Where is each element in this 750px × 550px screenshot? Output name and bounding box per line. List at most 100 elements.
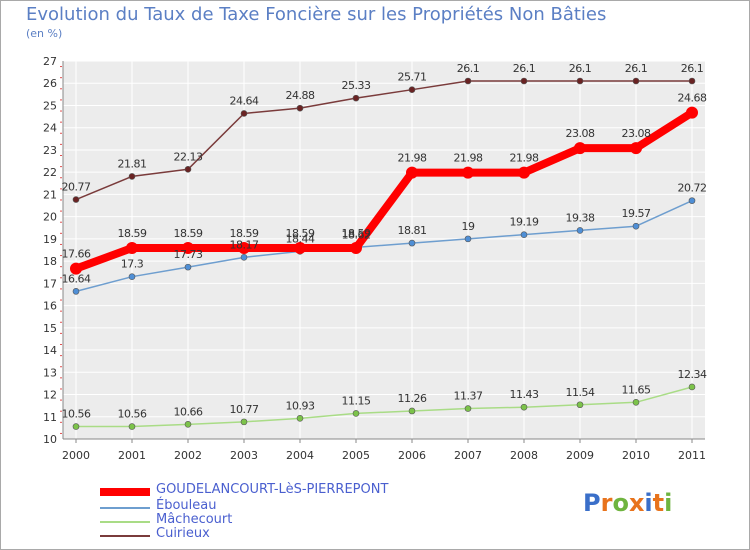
x-tick-label: 2006 — [398, 449, 426, 462]
legend-label-ebouleau: Ébouleau — [156, 498, 217, 513]
legend-label-cuirieux: Cuirieux — [156, 526, 210, 541]
data-point — [406, 166, 418, 179]
y-tick-label: 15 — [43, 322, 57, 335]
data-label: 18.59 — [174, 227, 203, 240]
y-tick-label: 14 — [43, 344, 57, 357]
data-label: 11.43 — [510, 388, 539, 401]
data-label: 12.34 — [678, 368, 707, 381]
data-label: 11.54 — [566, 386, 595, 399]
data-point — [296, 104, 304, 112]
y-tick-label: 12 — [43, 389, 57, 402]
series-line — [76, 386, 693, 428]
data-point — [184, 421, 192, 428]
data-point — [630, 142, 642, 155]
data-point — [576, 401, 584, 409]
logo-letter: x — [628, 489, 645, 517]
data-label: 18.44 — [286, 232, 315, 245]
data-label: 18.17 — [230, 238, 259, 251]
data-point — [632, 222, 640, 230]
x-tick-label: 2011 — [678, 449, 706, 462]
proxiti-logo: Proxiti — [583, 489, 672, 517]
data-point — [632, 77, 640, 85]
data-label: 18.59 — [118, 227, 147, 240]
legend-label-goudelancourt: GOUDELANCOURT-LèS-PIERREPONT — [156, 482, 389, 497]
y-tick-label: 17 — [43, 277, 57, 290]
series-line — [75, 80, 692, 201]
data-label: 21.98 — [398, 152, 427, 165]
x-tick-label: 2005 — [342, 449, 370, 462]
data-point — [464, 405, 472, 412]
data-point — [238, 241, 250, 254]
data-label: 18.81 — [398, 224, 427, 237]
x-tick-label: 2010 — [622, 449, 650, 462]
x-tick-label: 2009 — [566, 449, 594, 462]
data-label: 23.08 — [622, 127, 651, 140]
data-label: 19.19 — [510, 216, 539, 229]
data-point — [408, 86, 416, 93]
data-point — [408, 407, 416, 415]
legend-swatch-machecourt — [100, 521, 150, 523]
data-label: 11.37 — [454, 390, 483, 403]
data-label: 18.62 — [342, 228, 371, 241]
data-label: 24.68 — [678, 92, 707, 105]
data-label: 18.59 — [286, 227, 315, 240]
data-point — [462, 166, 474, 179]
data-point — [350, 241, 362, 254]
logo-letter: i — [644, 489, 653, 517]
data-point — [408, 239, 416, 247]
legend-label-machecourt: Mâchecourt — [156, 512, 233, 527]
data-point — [520, 403, 528, 411]
y-tick-label: 25 — [43, 99, 57, 112]
data-point — [464, 235, 472, 243]
series-line — [74, 109, 695, 273]
data-point — [182, 241, 194, 254]
series-line — [75, 199, 693, 293]
data-label: 19.38 — [566, 211, 595, 224]
data-point — [688, 383, 696, 391]
data-label: 10.56 — [62, 408, 91, 421]
y-tick-label: 24 — [43, 122, 57, 135]
data-label: 25.71 — [398, 71, 427, 84]
data-label: 10.66 — [174, 405, 203, 418]
data-label: 18.59 — [230, 227, 259, 240]
logo-letter: P — [583, 489, 601, 517]
y-tick-label: 22 — [43, 166, 57, 179]
data-point — [518, 166, 530, 179]
data-label: 11.15 — [342, 394, 371, 407]
y-tick-label: 27 — [43, 55, 57, 68]
y-tick-label: 16 — [43, 300, 57, 313]
chart-unit: (en %) — [26, 27, 63, 40]
data-point — [296, 415, 304, 422]
data-label: 10.93 — [286, 399, 315, 412]
data-label: 23.08 — [566, 127, 595, 140]
x-tick-label: 2000 — [62, 449, 90, 462]
data-label: 21.81 — [118, 157, 147, 170]
data-point — [240, 254, 248, 261]
data-point — [520, 77, 528, 85]
data-label: 17.3 — [121, 258, 144, 271]
legend-swatch-cuirieux — [100, 535, 150, 537]
data-label: 26.1 — [681, 62, 704, 75]
y-tick-label: 23 — [43, 144, 57, 157]
data-point — [128, 273, 136, 280]
y-tick-label: 20 — [43, 211, 57, 224]
data-point — [72, 196, 80, 203]
data-point — [128, 423, 136, 430]
x-tick-label: 2003 — [230, 449, 258, 462]
data-label: 26.1 — [457, 62, 480, 75]
y-tick-label: 13 — [43, 366, 57, 379]
x-tick-label: 2007 — [454, 449, 482, 462]
data-label: 10.77 — [230, 403, 259, 416]
legend-swatch-goudelancourt — [100, 488, 150, 496]
data-point — [184, 165, 192, 173]
data-label: 21.98 — [454, 152, 483, 165]
data-point — [520, 231, 528, 238]
data-label: 25.33 — [342, 79, 371, 92]
logo-letter: o — [612, 489, 629, 517]
data-label: 19 — [462, 220, 475, 233]
data-point — [574, 142, 586, 155]
data-label: 11.65 — [622, 383, 651, 396]
data-label: 20.72 — [678, 182, 707, 195]
data-label: 21.98 — [510, 152, 539, 165]
